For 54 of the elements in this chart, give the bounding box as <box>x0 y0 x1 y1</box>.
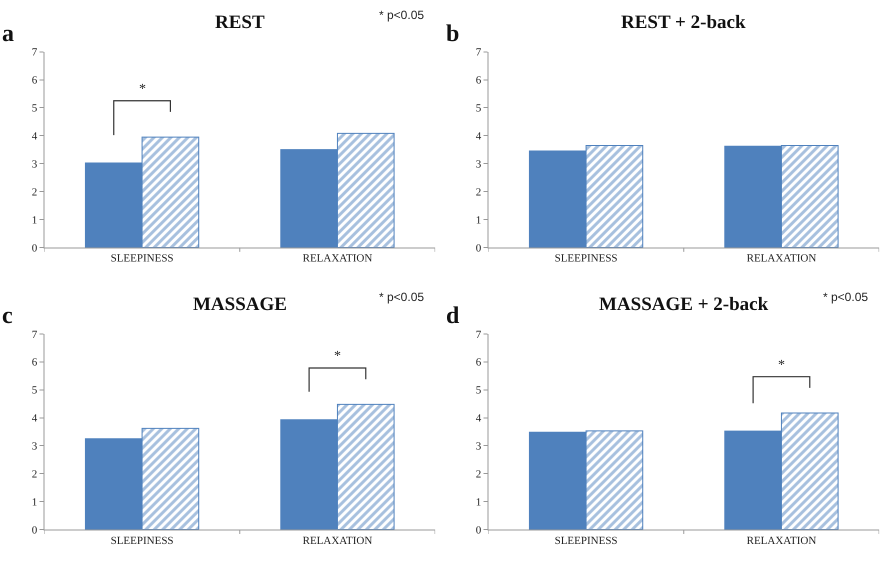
y-tick-label: 4 <box>476 130 482 143</box>
y-tick-label: 5 <box>476 384 482 397</box>
y-tick-label: 3 <box>32 158 38 170</box>
y-tick-label: 0 <box>476 242 482 254</box>
y-tick-label: 0 <box>32 242 38 254</box>
y-tick-label: 6 <box>476 356 482 369</box>
y-tick-label: 6 <box>32 356 38 369</box>
y-tick-label: 1 <box>476 496 482 508</box>
y-tick-label: 3 <box>32 440 38 453</box>
y-tick-label: 5 <box>32 384 38 397</box>
x-tick-label: SLEEPINESS <box>110 534 174 547</box>
text: c <box>2 303 13 329</box>
x-tick-label: SLEEPINESS <box>554 534 618 547</box>
y-tick-label: 0 <box>32 524 38 536</box>
text: a <box>2 21 14 47</box>
y-tick-label: 2 <box>476 468 482 481</box>
y-tick-label: 1 <box>32 214 38 226</box>
y-tick-label: 3 <box>476 440 482 453</box>
text: * p<0.05 <box>379 8 424 22</box>
y-tick-label: 2 <box>476 186 482 198</box>
x-tick-label: SLEEPINESS <box>110 252 174 265</box>
x-tick-label: RELAXATION <box>746 534 816 547</box>
x-tick-label: RELAXATION <box>302 534 372 547</box>
y-tick-label: 5 <box>32 102 38 115</box>
x-tick-label: RELAXATION <box>746 252 816 265</box>
chart-title: MASSAGE + 2-back <box>599 294 769 315</box>
y-tick-label: 7 <box>32 328 38 341</box>
y-tick-label: 0 <box>476 524 482 536</box>
y-tick-label: 4 <box>476 412 482 425</box>
y-tick-label: 7 <box>476 328 482 341</box>
y-tick-label: 6 <box>476 74 482 87</box>
y-tick-label: 1 <box>476 214 482 226</box>
chart-title: MASSAGE <box>193 294 287 315</box>
y-tick-label: 6 <box>32 74 38 87</box>
chart-title: REST <box>215 12 265 33</box>
y-tick-label: 3 <box>476 158 482 170</box>
text: d <box>446 303 460 329</box>
annotation: * <box>334 349 341 364</box>
x-tick-label: SLEEPINESS <box>554 252 618 265</box>
text: * p<0.05 <box>379 290 424 304</box>
chart-title: REST + 2-back <box>621 12 746 33</box>
y-tick-label: 2 <box>32 468 38 481</box>
text: b <box>446 21 460 47</box>
y-tick-label: 5 <box>476 102 482 115</box>
annotation: * <box>778 358 785 373</box>
x-tick-label: RELAXATION <box>302 252 372 265</box>
y-tick-label: 2 <box>32 186 38 198</box>
y-tick-label: 4 <box>32 412 38 425</box>
y-tick-label: 7 <box>476 46 482 59</box>
y-tick-label: 7 <box>32 46 38 59</box>
text: * p<0.05 <box>823 290 868 304</box>
y-tick-label: 1 <box>32 496 38 508</box>
y-tick-label: 4 <box>32 130 38 143</box>
annotation: * <box>139 82 146 97</box>
